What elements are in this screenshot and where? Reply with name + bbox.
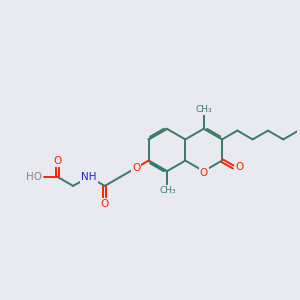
Text: CH₃: CH₃ [159,186,176,195]
Text: NH: NH [81,172,97,182]
Text: O: O [53,156,61,166]
Text: O: O [132,163,140,173]
Text: O: O [235,162,243,172]
Text: HO: HO [26,172,42,182]
Text: O: O [200,168,208,178]
Text: O: O [100,199,109,208]
Text: CH₃: CH₃ [195,105,212,114]
